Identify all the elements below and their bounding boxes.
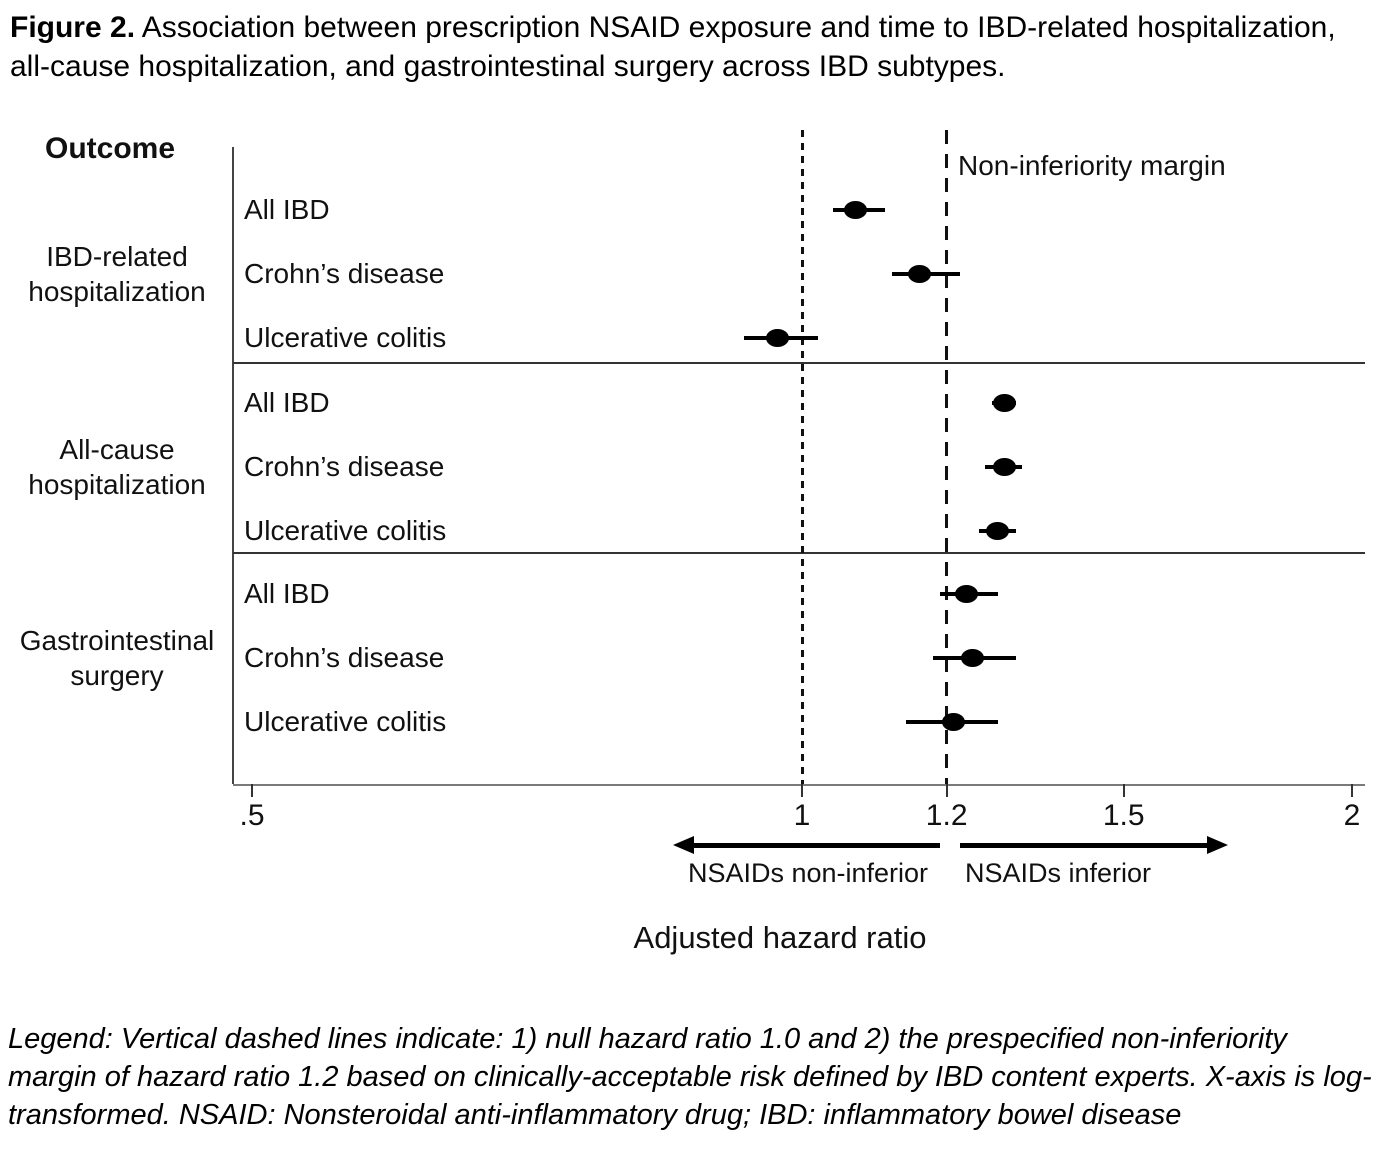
- reference-line-null: [800, 130, 804, 784]
- subgroup-label: Crohn’s disease: [244, 258, 445, 289]
- outcome-group-label: Gastrointestinal surgery: [19, 625, 215, 691]
- nsaids-non-inferior-label: NSAIDs non-inferior: [687, 858, 929, 888]
- point-estimate-marker: [908, 265, 932, 283]
- x-axis-tick-label: 1.5: [1102, 799, 1145, 832]
- point-estimate-marker: [986, 522, 1010, 540]
- figure-caption-text: Association between prescription NSAID e…: [10, 11, 1336, 83]
- point-estimate-marker: [992, 394, 1016, 412]
- x-axis-tick-label: 1: [793, 799, 811, 832]
- legend-note: Legend: Vertical dashed lines indicate: …: [8, 1023, 1372, 1131]
- non-inferior-arrow-line: [691, 842, 941, 848]
- x-axis-tick-label: 1.2: [925, 799, 968, 832]
- subgroup-label: Ulcerative colitis: [244, 515, 447, 546]
- x-axis-tick: [1350, 784, 1353, 797]
- point-estimate-marker: [954, 585, 978, 603]
- point-estimate-marker: [766, 329, 790, 347]
- x-axis-tick-label: .5: [239, 799, 265, 832]
- point-estimate-marker: [844, 201, 868, 219]
- subgroup-label: Crohn’s disease: [244, 642, 445, 673]
- subgroup-label: Ulcerative colitis: [244, 322, 447, 353]
- subgroup-label: Ulcerative colitis: [244, 706, 447, 737]
- nsaids-inferior-label: NSAIDs inferior: [964, 858, 1152, 888]
- subgroup-label: All IBD: [244, 578, 330, 609]
- point-estimate-marker: [961, 649, 985, 667]
- subgroup-label: All IBD: [244, 194, 330, 225]
- subgroup-label: Crohn’s disease: [244, 451, 445, 482]
- subgroup-label: All IBD: [244, 387, 330, 418]
- plot-left-border: [232, 147, 234, 784]
- point-estimate-marker: [941, 713, 965, 731]
- figure-caption: Figure 2. Association between prescripti…: [10, 8, 1370, 86]
- inferior-arrow-head: [1206, 836, 1228, 854]
- inferior-arrow-line: [959, 842, 1210, 848]
- group-divider-line: [233, 552, 1365, 554]
- figure-caption-prefix: Figure 2.: [10, 11, 136, 44]
- non-inferior-arrow-head: [673, 836, 695, 854]
- outcome-column-header: Outcome: [45, 132, 176, 165]
- x-axis-tick-label: 2: [1343, 799, 1361, 832]
- group-divider-line: [233, 362, 1365, 364]
- x-axis-tick: [945, 784, 948, 797]
- x-axis-tick: [1122, 784, 1125, 797]
- x-axis-tick: [801, 784, 803, 797]
- x-axis-label: Adjusted hazard ratio: [633, 920, 927, 955]
- outcome-group-label: All-cause hospitalization: [28, 434, 206, 500]
- point-estimate-marker: [992, 458, 1016, 476]
- forest-plot: .5 1 1.2 1.5 2 IBD-related hospitalization All…: [19, 130, 1365, 854]
- x-axis-line: [233, 784, 1365, 786]
- reference-line-margin: [945, 130, 949, 784]
- non-inferiority-margin-label: Non-inferiority margin: [958, 150, 1226, 181]
- outcome-group-label: IBD-related hospitalization: [28, 241, 206, 307]
- x-axis-tick: [251, 784, 254, 797]
